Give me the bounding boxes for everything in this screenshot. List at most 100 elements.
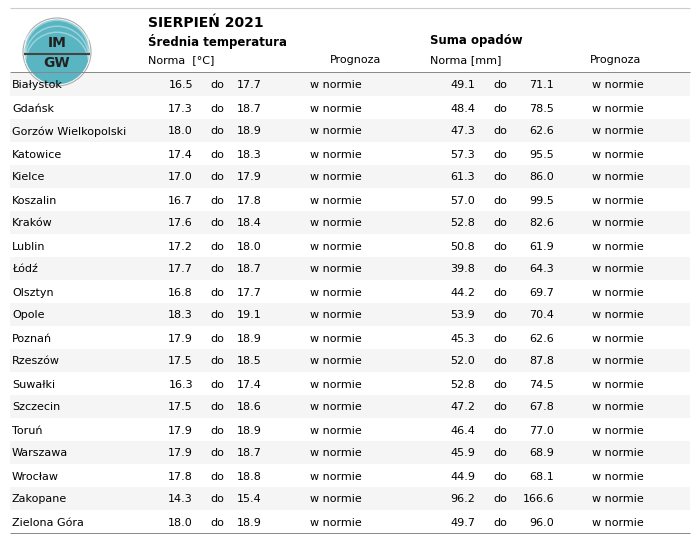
Text: Toruń: Toruń <box>12 426 43 435</box>
Text: 96.2: 96.2 <box>450 494 475 505</box>
Text: w normie: w normie <box>592 311 644 320</box>
Text: Katowice: Katowice <box>12 149 62 160</box>
Text: 78.5: 78.5 <box>529 104 554 113</box>
Text: Suwałki: Suwałki <box>12 379 55 390</box>
Text: 16.5: 16.5 <box>169 81 193 90</box>
Text: 68.9: 68.9 <box>529 449 554 458</box>
Text: 17.9: 17.9 <box>168 449 193 458</box>
Text: Suma opadów: Suma opadów <box>430 34 523 47</box>
Text: w normie: w normie <box>592 196 644 205</box>
Text: Wrocław: Wrocław <box>12 471 59 481</box>
Bar <box>10 96 690 119</box>
Text: 47.3: 47.3 <box>450 126 475 136</box>
Text: w normie: w normie <box>310 288 362 298</box>
Text: IM: IM <box>48 36 66 50</box>
Bar <box>10 326 690 349</box>
Text: w normie: w normie <box>310 241 362 251</box>
Text: w normie: w normie <box>310 104 362 113</box>
Text: w normie: w normie <box>592 356 644 366</box>
Text: Prognoza: Prognoza <box>330 55 382 65</box>
Text: 53.9: 53.9 <box>450 311 475 320</box>
Text: w normie: w normie <box>310 196 362 205</box>
Text: 62.6: 62.6 <box>529 126 554 136</box>
Text: do: do <box>210 403 224 413</box>
Text: 17.7: 17.7 <box>237 288 262 298</box>
Text: Opole: Opole <box>12 311 45 320</box>
Text: do: do <box>493 264 507 275</box>
Text: w normie: w normie <box>310 356 362 366</box>
Text: 99.5: 99.5 <box>529 196 554 205</box>
Text: 44.9: 44.9 <box>450 471 475 481</box>
Text: w normie: w normie <box>310 219 362 228</box>
Text: 57.3: 57.3 <box>450 149 475 160</box>
Text: w normie: w normie <box>592 104 644 113</box>
Text: 16.8: 16.8 <box>168 288 193 298</box>
Text: do: do <box>210 81 224 90</box>
Text: 19.1: 19.1 <box>237 311 262 320</box>
Text: w normie: w normie <box>592 471 644 481</box>
Wedge shape <box>25 14 90 46</box>
Text: do: do <box>210 288 224 298</box>
Text: do: do <box>210 104 224 113</box>
Text: w normie: w normie <box>592 241 644 251</box>
Bar <box>10 372 690 395</box>
Wedge shape <box>25 26 90 58</box>
Text: do: do <box>493 471 507 481</box>
Text: 18.9: 18.9 <box>237 518 262 528</box>
Text: Łódź: Łódź <box>12 264 38 275</box>
Text: 18.0: 18.0 <box>168 126 193 136</box>
Text: 70.4: 70.4 <box>529 311 554 320</box>
Text: 16.7: 16.7 <box>168 196 193 205</box>
Text: do: do <box>210 356 224 366</box>
Circle shape <box>25 20 90 84</box>
Text: do: do <box>210 471 224 481</box>
Text: do: do <box>493 104 507 113</box>
Text: do: do <box>493 334 507 343</box>
Text: 17.2: 17.2 <box>168 241 193 251</box>
Text: do: do <box>210 219 224 228</box>
Text: w normie: w normie <box>592 264 644 275</box>
Text: 18.5: 18.5 <box>237 356 262 366</box>
Text: w normie: w normie <box>592 219 644 228</box>
Text: 96.0: 96.0 <box>529 518 554 528</box>
Text: SIERPIEŃ 2021: SIERPIEŃ 2021 <box>148 16 264 30</box>
Text: Średnia temperatura: Średnia temperatura <box>148 34 287 49</box>
Text: do: do <box>210 173 224 183</box>
Text: 47.2: 47.2 <box>450 403 475 413</box>
Text: w normie: w normie <box>310 403 362 413</box>
Text: w normie: w normie <box>310 264 362 275</box>
Text: w normie: w normie <box>592 449 644 458</box>
Text: 86.0: 86.0 <box>529 173 554 183</box>
Text: do: do <box>210 449 224 458</box>
Text: do: do <box>493 356 507 366</box>
Text: do: do <box>493 311 507 320</box>
Text: 61.9: 61.9 <box>529 241 554 251</box>
Text: w normie: w normie <box>310 379 362 390</box>
Text: 18.0: 18.0 <box>237 241 262 251</box>
Text: do: do <box>210 196 224 205</box>
Text: do: do <box>493 149 507 160</box>
Text: Gorzów Wielkopolski: Gorzów Wielkopolski <box>12 126 126 137</box>
Text: 57.0: 57.0 <box>450 196 475 205</box>
Text: 17.3: 17.3 <box>168 104 193 113</box>
Text: 166.6: 166.6 <box>522 494 554 505</box>
Text: 44.2: 44.2 <box>450 288 475 298</box>
Text: 17.9: 17.9 <box>168 426 193 435</box>
Text: 87.8: 87.8 <box>529 356 554 366</box>
Text: do: do <box>493 426 507 435</box>
Text: w normie: w normie <box>310 426 362 435</box>
Text: w normie: w normie <box>310 311 362 320</box>
Text: do: do <box>210 518 224 528</box>
Text: GW: GW <box>43 56 70 70</box>
Bar <box>10 188 690 211</box>
Wedge shape <box>25 32 90 64</box>
Bar <box>10 142 690 165</box>
Text: Lublin: Lublin <box>12 241 46 251</box>
Text: w normie: w normie <box>310 471 362 481</box>
Bar <box>10 280 690 303</box>
Text: 52.8: 52.8 <box>450 219 475 228</box>
Circle shape <box>23 18 91 86</box>
Text: do: do <box>210 426 224 435</box>
Bar <box>10 349 690 372</box>
Bar <box>10 303 690 326</box>
